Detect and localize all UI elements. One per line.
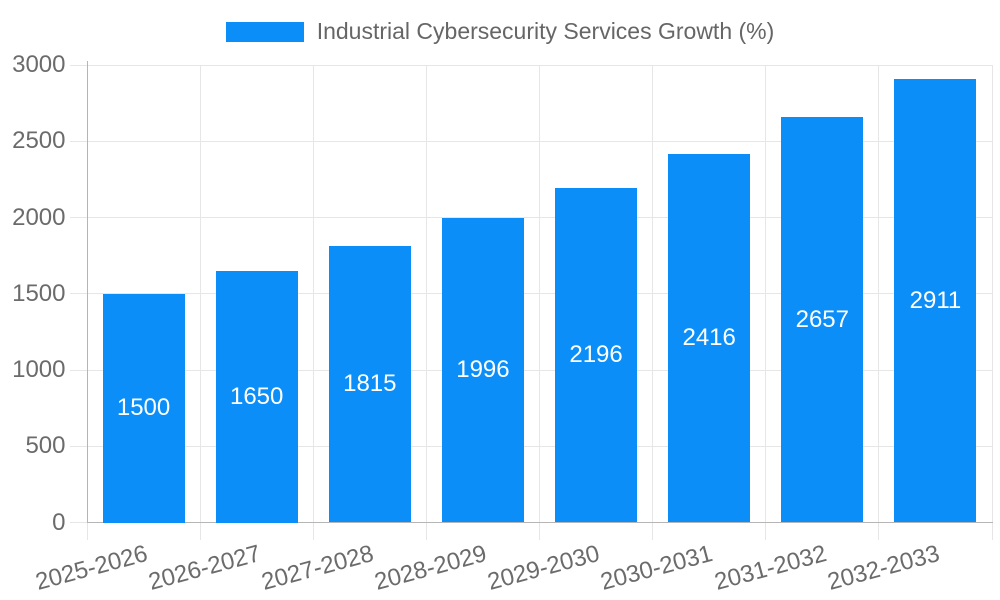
bar-value-label: 1650	[229, 382, 284, 410]
y-tick-mark	[69, 445, 87, 447]
bar-value-label: 1815	[343, 370, 397, 398]
x-axis-tick-label: 2026-2027	[145, 540, 264, 596]
x-axis-tick-label: 2031-2032	[711, 540, 830, 596]
bar: 2416	[668, 154, 751, 523]
bar: 1650	[215, 270, 298, 523]
bar: 2196	[555, 187, 638, 523]
y-tick-mark	[69, 522, 87, 523]
x-axis-tick-label: 2029-2030	[484, 540, 603, 596]
legend-label: Industrial Cybersecurity Services Growth…	[316, 18, 775, 44]
y-axis-tick-label: 2000	[12, 203, 66, 231]
x-gridline	[425, 65, 427, 540]
x-gridline	[652, 65, 654, 540]
y-axis-tick-label: 1500	[12, 279, 66, 307]
x-gridline	[765, 65, 767, 540]
bar: 2657	[781, 117, 864, 523]
y-axis-tick-label: 500	[25, 432, 66, 460]
y-axis-tick-label: 2500	[12, 127, 66, 155]
x-axis-tick-label: 2027-2028	[258, 540, 377, 596]
y-tick-mark	[69, 293, 87, 295]
x-gridline	[312, 65, 314, 540]
x-gridline	[991, 65, 993, 540]
x-axis-line	[87, 522, 993, 523]
legend-item[interactable]: Industrial Cybersecurity Services Growth…	[0, 18, 1000, 45]
bar-value-label: 2911	[909, 286, 962, 314]
x-gridline	[199, 65, 201, 540]
y-axis-tick-label: 3000	[12, 51, 66, 78]
x-axis-tick-label: 2032-2033	[824, 540, 943, 596]
x-axis-tick-label: 2028-2029	[371, 540, 490, 596]
x-axis-tick-label: 2030-2031	[598, 540, 716, 596]
bar-value-label: 1500	[116, 394, 171, 422]
y-tick-mark	[69, 140, 87, 142]
y-tick-mark	[69, 217, 87, 218]
y-tick-mark	[69, 64, 87, 66]
y-axis-line	[86, 61, 88, 523]
bar-value-label: 2416	[682, 324, 736, 352]
y-tick-mark	[69, 369, 87, 371]
x-axis-tick-label: 2025-2026	[32, 540, 151, 596]
bar-value-label: 2196	[569, 341, 623, 369]
bar: 1815	[328, 245, 411, 523]
y-axis-tick-label: 0	[52, 508, 66, 536]
y-axis-tick-label: 1000	[12, 356, 66, 383]
x-gridline	[539, 65, 540, 540]
legend-swatch-icon	[225, 21, 304, 42]
bar: 1996	[441, 218, 524, 523]
bar: 2911	[894, 78, 977, 523]
bar: 1500	[102, 293, 185, 523]
x-tick-mark	[86, 522, 88, 540]
bar-value-label: 2657	[795, 305, 849, 333]
bar-value-label: 1996	[456, 356, 510, 384]
x-gridline	[878, 65, 880, 540]
